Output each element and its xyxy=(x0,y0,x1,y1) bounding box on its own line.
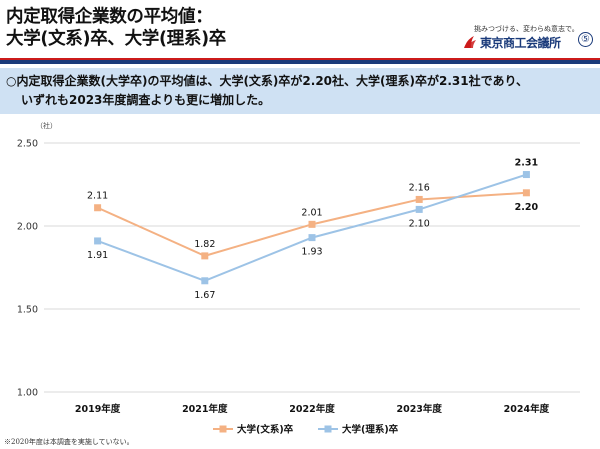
header-rule-blue xyxy=(0,60,600,64)
data-point xyxy=(94,204,102,212)
brand-slogan: 挑みつづける、変わらぬ意志で。 xyxy=(474,25,579,33)
title-line-1: 内定取得企業数の平均値： xyxy=(6,7,213,27)
data-label: 2.20 xyxy=(515,202,539,213)
footnote: ※2020年度は本調査を実施していない。 xyxy=(4,438,134,446)
x-tick-label: 2024年度 xyxy=(504,403,550,415)
page-title: 内定取得企業数の平均値： 大学(文系)卒、大学(理系)卒 xyxy=(6,6,226,50)
chamber-logo-icon xyxy=(464,36,476,48)
data-label: 1.91 xyxy=(87,250,108,261)
data-point xyxy=(415,195,423,203)
y-tick-label: 2.50 xyxy=(17,139,38,150)
data-label: 2.31 xyxy=(515,158,538,169)
y-tick-label: 2.00 xyxy=(17,222,38,233)
data-point xyxy=(522,189,530,197)
summary-box: ○内定取得企業数(大学卒)の平均値は、大学(文系)卒が2.20社、大学(理系)卒… xyxy=(0,68,600,114)
data-label: 1.93 xyxy=(301,247,322,258)
header-rule-red xyxy=(0,58,600,60)
data-point xyxy=(308,234,316,242)
y-tick-label: 1.50 xyxy=(17,305,38,316)
data-point xyxy=(522,171,530,179)
page-number: ⑤ xyxy=(578,32,593,47)
x-tick-label: 2023年度 xyxy=(396,403,442,415)
data-point xyxy=(201,252,209,260)
legend-swatch-marker xyxy=(219,425,227,433)
brand-name: 東京商工会議所 xyxy=(480,35,561,50)
data-point xyxy=(308,220,316,228)
x-tick-label: 2022年度 xyxy=(289,403,335,415)
data-label: 2.16 xyxy=(409,182,430,193)
data-point xyxy=(201,277,209,285)
legend-label: 大学(文系)卒 xyxy=(237,424,294,436)
data-point xyxy=(94,237,102,245)
summary-line-2-wrap: いずれも2023年度調査よりも更に増加した。 xyxy=(6,91,594,110)
data-label: 2.10 xyxy=(409,218,430,229)
x-tick-label: 2021年度 xyxy=(182,403,228,415)
y-unit-label: （社） xyxy=(36,121,57,130)
data-point xyxy=(415,205,423,213)
summary-line-2: いずれも2023年度調査よりも更に増加した。 xyxy=(21,93,271,107)
data-label: 2.01 xyxy=(301,207,322,218)
x-tick-label: 2019年度 xyxy=(75,403,121,415)
line-chart: （社） 1.00 1.50 2.00 2.50 2019年度 2021年度 2022年度 202… xyxy=(17,121,580,436)
brand-logo-group: 東京商工会議所 xyxy=(462,35,561,50)
legend-label: 大学(理系)卒 xyxy=(342,424,399,436)
data-label: 2.11 xyxy=(87,191,108,202)
legend-swatch-marker xyxy=(324,425,332,433)
data-label: 1.67 xyxy=(194,290,215,301)
summary-line-1: ○内定取得企業数(大学卒)の平均値は、大学(文系)卒が2.20社、大学(理系)卒… xyxy=(6,74,528,88)
y-tick-label: 1.00 xyxy=(17,388,38,399)
data-label: 1.82 xyxy=(194,239,215,250)
title-line-2: 大学(文系)卒、大学(理系)卒 xyxy=(6,29,226,49)
